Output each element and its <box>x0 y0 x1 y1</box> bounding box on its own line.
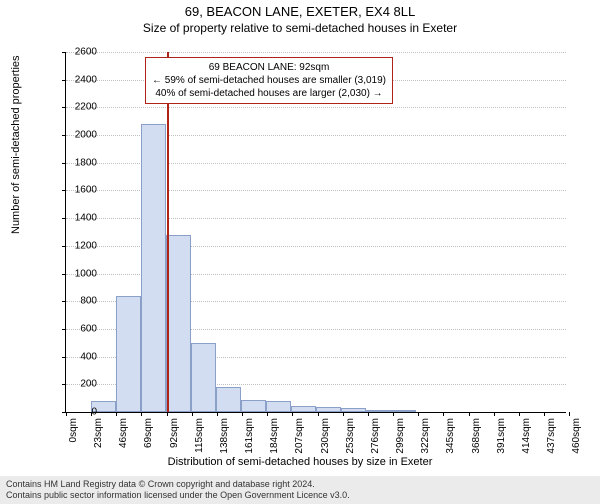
y-tick <box>62 301 66 302</box>
histogram-bar <box>216 387 241 412</box>
reference-line <box>167 52 169 412</box>
y-tick <box>62 246 66 247</box>
page-title: 69, BEACON LANE, EXETER, EX4 8LL <box>0 4 600 19</box>
y-tick <box>62 135 66 136</box>
histogram-bar <box>291 406 316 412</box>
y-tick-label: 400 <box>67 351 97 362</box>
y-tick-label: 2600 <box>67 47 97 58</box>
y-tick-label: 2400 <box>67 74 97 85</box>
y-tick-label: 1000 <box>67 268 97 279</box>
grid-line <box>66 107 566 108</box>
x-tick-label: 368sqm <box>471 418 482 454</box>
x-tick <box>569 412 570 416</box>
histogram-bar <box>316 407 341 412</box>
footer-line-2: Contains public sector information licen… <box>6 490 594 501</box>
histogram-bar <box>266 401 291 412</box>
histogram-bar <box>116 296 141 412</box>
y-tick-label: 1800 <box>67 157 97 168</box>
legend-line3: 40% of semi-detached houses are larger (… <box>152 87 386 100</box>
histogram-bar <box>191 343 216 412</box>
x-tick <box>443 412 444 416</box>
x-tick-label: 230sqm <box>320 418 331 454</box>
histogram-chart <box>65 52 566 413</box>
page-subtitle: Size of property relative to semi-detach… <box>0 21 600 35</box>
x-tick-label: 345sqm <box>445 418 456 454</box>
x-tick-label: 299sqm <box>395 418 406 454</box>
legend-line2: ← 59% of semi-detached houses are smalle… <box>152 74 386 87</box>
y-tick-label: 1600 <box>67 185 97 196</box>
x-tick <box>292 412 293 416</box>
y-tick <box>62 329 66 330</box>
y-tick-label: 0 <box>67 407 97 418</box>
histogram-bar <box>366 410 391 412</box>
x-tick-label: 276sqm <box>370 418 381 454</box>
y-tick-label: 2200 <box>67 102 97 113</box>
histogram-bar <box>166 235 191 412</box>
x-tick <box>393 412 394 416</box>
y-tick-label: 1200 <box>67 240 97 251</box>
x-tick-label: 46sqm <box>118 418 129 448</box>
x-tick <box>368 412 369 416</box>
legend-box: 69 BEACON LANE: 92sqm← 59% of semi-detac… <box>145 57 393 104</box>
x-tick <box>167 412 168 416</box>
x-tick-label: 69sqm <box>143 418 154 448</box>
x-tick-label: 414sqm <box>521 418 532 454</box>
y-tick <box>62 190 66 191</box>
x-tick <box>519 412 520 416</box>
x-tick-label: 23sqm <box>93 418 104 448</box>
x-tick <box>318 412 319 416</box>
x-tick <box>343 412 344 416</box>
x-tick <box>469 412 470 416</box>
x-tick <box>267 412 268 416</box>
y-tick <box>62 52 66 53</box>
x-tick-label: 322sqm <box>420 418 431 454</box>
histogram-bar <box>341 408 366 412</box>
x-tick-label: 138sqm <box>219 418 230 454</box>
grid-line <box>66 52 566 53</box>
x-tick-label: 0sqm <box>68 418 79 442</box>
y-tick <box>62 163 66 164</box>
x-tick <box>192 412 193 416</box>
y-tick <box>62 274 66 275</box>
x-tick-label: 437sqm <box>546 418 557 454</box>
x-tick-label: 253sqm <box>345 418 356 454</box>
histogram-bar <box>141 124 166 412</box>
y-tick-label: 600 <box>67 323 97 334</box>
y-tick-label: 2000 <box>67 130 97 141</box>
x-tick <box>242 412 243 416</box>
x-tick <box>141 412 142 416</box>
x-tick-label: 92sqm <box>169 418 180 448</box>
y-tick <box>62 357 66 358</box>
y-tick-label: 1400 <box>67 213 97 224</box>
y-tick <box>62 384 66 385</box>
x-tick <box>494 412 495 416</box>
footer-line-1: Contains HM Land Registry data © Crown c… <box>6 479 594 490</box>
x-tick <box>544 412 545 416</box>
x-tick <box>116 412 117 416</box>
y-tick <box>62 218 66 219</box>
y-tick <box>62 107 66 108</box>
x-tick-label: 460sqm <box>571 418 582 454</box>
y-tick <box>62 80 66 81</box>
x-tick-label: 115sqm <box>194 418 205 453</box>
x-tick-label: 207sqm <box>294 418 305 454</box>
x-axis-label: Distribution of semi-detached houses by … <box>0 456 600 468</box>
histogram-bar <box>241 400 266 412</box>
x-tick-label: 184sqm <box>269 418 280 454</box>
legend-line1: 69 BEACON LANE: 92sqm <box>152 61 386 74</box>
x-tick-label: 391sqm <box>496 418 507 454</box>
y-axis-label: Number of semi-detached properties <box>10 55 22 234</box>
y-tick-label: 800 <box>67 296 97 307</box>
y-tick-label: 200 <box>67 379 97 390</box>
x-tick-label: 161sqm <box>244 418 255 454</box>
x-tick <box>217 412 218 416</box>
histogram-bar <box>391 410 416 412</box>
x-tick <box>418 412 419 416</box>
